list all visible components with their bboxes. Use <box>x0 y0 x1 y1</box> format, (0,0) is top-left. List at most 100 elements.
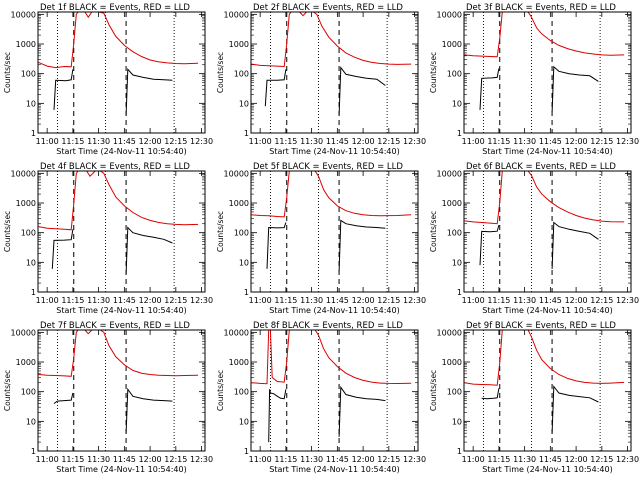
series-lld-line <box>38 329 199 377</box>
series-events-line <box>53 69 74 110</box>
x-tick-label: 11:45 <box>113 137 136 146</box>
x-tick-label: 11:30 <box>87 455 110 464</box>
y-tick-label: 1000 <box>16 358 36 367</box>
y-axis-label: Counts/sec <box>3 370 12 411</box>
y-tick-label: 10000 <box>11 10 36 19</box>
plot-frame <box>463 11 632 134</box>
series-events-line <box>479 224 500 266</box>
x-tick-label: 11:15 <box>487 455 510 464</box>
x-tick-label: 12:00 <box>352 296 375 305</box>
plot-frame <box>37 170 206 293</box>
x-tick-label: 11:15 <box>61 296 84 305</box>
series-events-line <box>551 221 599 269</box>
x-tick-label: 12:30 <box>190 296 213 305</box>
y-tick-label: 1000 <box>442 40 462 49</box>
x-tick-label: 11:45 <box>539 137 562 146</box>
plot-frame <box>250 170 419 293</box>
x-tick-label: 11:30 <box>513 137 536 146</box>
plot-frame <box>250 329 419 452</box>
y-tick-label: 10 <box>239 417 249 426</box>
x-tick-label: 11:45 <box>326 296 349 305</box>
y-tick-label: 10 <box>26 417 36 426</box>
y-tick-label: 10 <box>452 417 462 426</box>
y-tick-label: 1 <box>457 129 462 138</box>
x-tick-label: 12:15 <box>590 455 613 464</box>
x-tick-label: 12:15 <box>377 137 400 146</box>
subplot-det-2f: Det 2f BLACK = Events, RED = LLD 1 10 100 10… <box>216 3 426 156</box>
x-tick-label: 12:30 <box>190 137 213 146</box>
x-tick-label: 12:00 <box>565 455 588 464</box>
y-tick-label: 100 <box>447 70 462 79</box>
subplot-det-1f: Det 1f BLACK = Events, RED = LLD 1 10 100 10… <box>3 3 213 156</box>
x-tick-label: 11:00 <box>36 296 59 305</box>
x-tick-label: 12:30 <box>616 296 639 305</box>
x-tick-label: 12:30 <box>403 296 426 305</box>
subplot-det-9f: Det 9f BLACK = Events, RED = LLD 1 10 100 10… <box>429 321 639 474</box>
x-tick-label: 11:15 <box>61 455 84 464</box>
x-tick-label: 11:45 <box>539 296 562 305</box>
y-tick-label: 100 <box>234 70 249 79</box>
series-events-line <box>266 222 287 269</box>
x-axis-label: Start Time (24-Nov-11 10:54:40) <box>269 306 399 315</box>
x-tick-label: 11:15 <box>61 137 84 146</box>
y-axis-label: Counts/sec <box>3 211 12 252</box>
y-axis-label: Counts/sec <box>3 52 12 93</box>
plot-frame <box>463 170 632 293</box>
x-tick-label: 11:45 <box>326 137 349 146</box>
y-tick-label: 100 <box>447 388 462 397</box>
y-tick-label: 1 <box>244 288 249 297</box>
plot-frame <box>463 329 632 452</box>
series-events-line <box>264 69 287 107</box>
x-tick-label: 11:30 <box>87 137 110 146</box>
y-tick-label: 10000 <box>437 10 462 19</box>
subplot-title: Det 1f BLACK = Events, RED = LLD <box>40 3 190 13</box>
y-tick-label: 1 <box>31 129 36 138</box>
y-axis-label: Counts/sec <box>216 52 225 93</box>
x-tick-label: 11:30 <box>513 296 536 305</box>
x-axis-label: Start Time (24-Nov-11 10:54:40) <box>56 147 186 156</box>
y-tick-label: 1 <box>457 447 462 456</box>
series-lld-line <box>38 170 199 231</box>
x-tick-label: 12:15 <box>377 296 400 305</box>
subplot-title: Det 4f BLACK = Events, RED = LLD <box>40 162 190 172</box>
x-tick-label: 12:15 <box>164 296 187 305</box>
y-tick-label: 10 <box>239 258 249 267</box>
subplot-det-8f: Det 8f BLACK = Events, RED = LLD 1 10 100 10… <box>216 321 426 474</box>
y-tick-label: 100 <box>234 229 249 238</box>
y-tick-label: 10000 <box>437 169 462 178</box>
y-tick-label: 100 <box>21 70 36 79</box>
x-tick-label: 12:30 <box>616 455 639 464</box>
subplot-title: Det 9f BLACK = Events, RED = LLD <box>466 321 616 331</box>
x-tick-label: 12:30 <box>403 137 426 146</box>
series-events-line <box>479 68 500 110</box>
series-lld-line <box>251 11 412 68</box>
y-axis-label: Counts/sec <box>429 370 438 411</box>
y-axis-label: Counts/sec <box>429 211 438 252</box>
y-tick-label: 10000 <box>437 328 462 337</box>
x-tick-label: 12:00 <box>565 296 588 305</box>
x-axis-label: Start Time (24-Nov-11 10:54:40) <box>56 306 186 315</box>
series-lld-line <box>38 11 199 69</box>
x-tick-label: 11:00 <box>36 455 59 464</box>
y-tick-label: 100 <box>447 229 462 238</box>
x-tick-label: 11:00 <box>462 296 485 305</box>
y-tick-label: 1 <box>244 129 249 138</box>
x-tick-label: 11:45 <box>113 455 136 464</box>
x-tick-label: 11:30 <box>513 455 536 464</box>
x-tick-label: 12:00 <box>139 455 162 464</box>
series-events-line <box>125 226 173 275</box>
x-tick-label: 12:00 <box>139 137 162 146</box>
y-tick-label: 1 <box>457 288 462 297</box>
y-tick-label: 1000 <box>229 358 249 367</box>
series-lld-line <box>464 329 625 386</box>
series-events-line <box>481 388 500 400</box>
y-axis-label: Counts/sec <box>216 211 225 252</box>
series-events-line <box>338 66 386 116</box>
x-tick-label: 11:00 <box>462 137 485 146</box>
series-events-line <box>53 392 74 404</box>
x-tick-label: 12:15 <box>377 455 400 464</box>
x-axis-label: Start Time (24-Nov-11 10:54:40) <box>269 465 399 474</box>
series-events-line <box>268 389 287 443</box>
x-tick-label: 12:30 <box>190 455 213 464</box>
